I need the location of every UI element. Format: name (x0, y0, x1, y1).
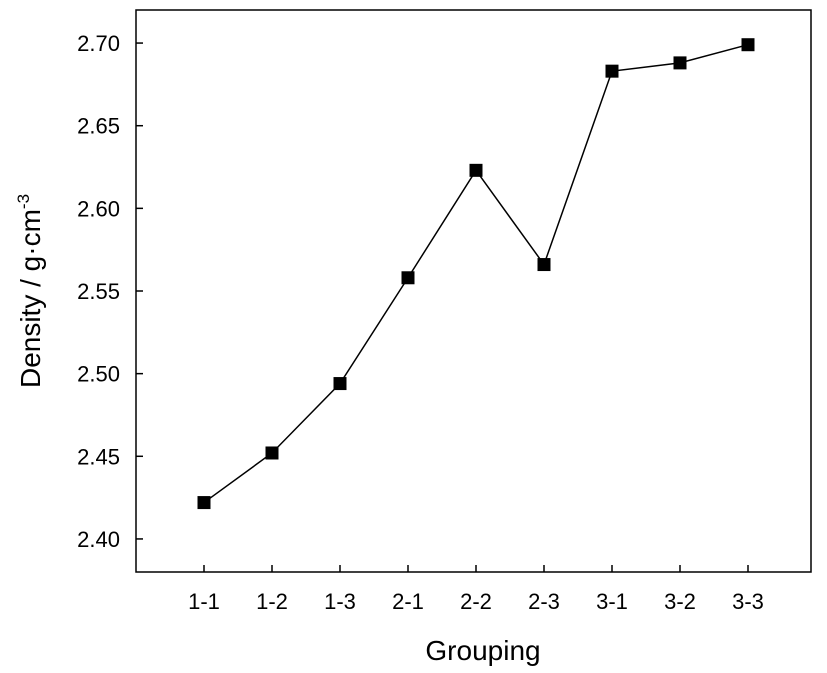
x-tick-label: 3-3 (732, 589, 764, 614)
y-tick-label: 2.50 (77, 362, 120, 387)
plot-frame (135, 9, 812, 573)
series-line (203, 43, 749, 504)
y-tick-label: 2.65 (77, 114, 120, 139)
x-tick-label: 2-1 (392, 589, 424, 614)
x-tick-label: 1-3 (324, 589, 356, 614)
data-point-marker (673, 56, 687, 70)
y-tick-label: 2.55 (77, 279, 120, 304)
y-tick-label: 2.60 (77, 196, 120, 221)
data-point-marker (741, 38, 755, 52)
y-axis-title: Density / g·cm-3 (14, 194, 46, 388)
y-axis-title-text: Density / g·cm (15, 209, 46, 388)
x-axis: 1-1 1-2 1-3 2-1 2-2 2-3 3-1 3-2 3-3 (188, 565, 764, 614)
data-point-marker (265, 446, 279, 460)
y-tick-label: 2.45 (77, 444, 120, 469)
data-markers (197, 38, 755, 510)
x-axis-title: Grouping (425, 635, 540, 666)
y-axis-title-superscript: -3 (14, 194, 33, 209)
x-tick-label: 3-2 (664, 589, 696, 614)
data-point-marker (197, 496, 211, 510)
data-point-marker (537, 258, 551, 272)
data-point-marker (469, 163, 483, 177)
x-tick-label: 1-2 (256, 589, 288, 614)
y-tick-label: 2.70 (77, 31, 120, 56)
x-tick-label: 2-2 (460, 589, 492, 614)
x-tick-label: 2-3 (528, 589, 560, 614)
data-point-marker (333, 377, 347, 391)
data-point-marker (605, 64, 619, 78)
y-axis: 2.40 2.45 2.50 2.55 2.60 2.65 2.70 (77, 31, 143, 552)
data-point-marker (401, 271, 415, 285)
y-tick-label: 2.40 (77, 527, 120, 552)
x-tick-label: 3-1 (596, 589, 628, 614)
x-tick-label: 1-1 (188, 589, 220, 614)
